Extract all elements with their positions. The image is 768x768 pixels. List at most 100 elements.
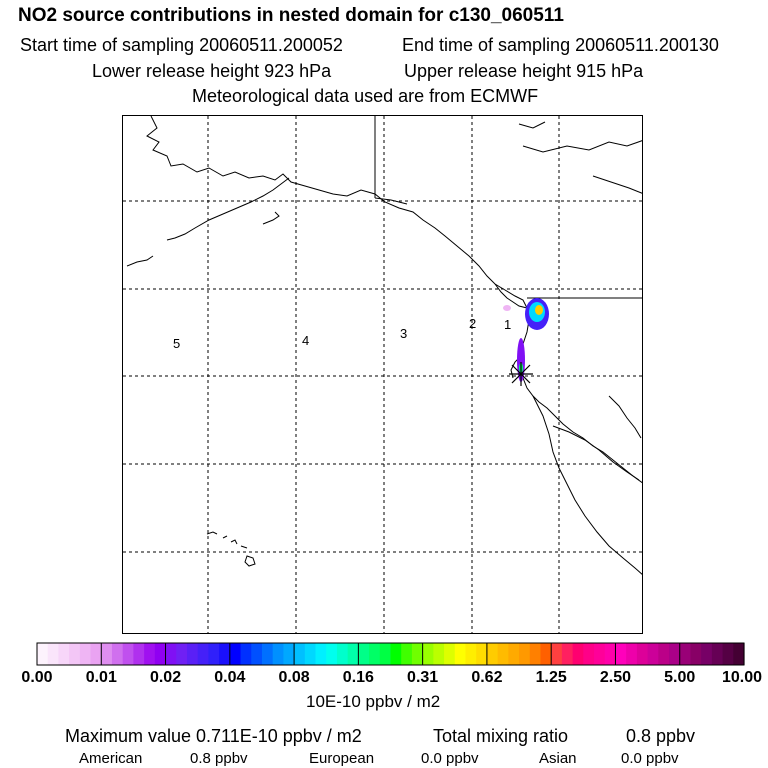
colorbar-swatch (283, 643, 295, 665)
colorbar-swatch (433, 643, 445, 665)
map-canvas: 5 4 3 2 1 (123, 116, 642, 633)
colorbar-swatch (165, 643, 177, 665)
colorbar-swatch (411, 643, 424, 665)
region-label-2: 2 (469, 316, 476, 331)
colorbar-swatch (122, 643, 135, 665)
upper-release-height: Upper release height 915 hPa (404, 61, 644, 81)
colorbar-swatch (379, 643, 392, 665)
colorbar-swatch (454, 643, 467, 665)
colorbar-swatch (540, 643, 552, 665)
colorbar-swatch (186, 643, 199, 665)
colorbar-swatch (583, 643, 595, 665)
colorbar-swatch (401, 643, 413, 665)
asian-value: 0.0 ppbv (621, 750, 679, 767)
region-label-5: 5 (173, 336, 180, 351)
colorbar-swatch (326, 643, 338, 665)
hawaii-islands (206, 531, 256, 567)
colorbar-swatch (101, 643, 113, 665)
colorbar-swatch (422, 643, 434, 665)
colorbar-swatch (594, 643, 606, 665)
colorbar-swatch (486, 643, 499, 665)
total-mixing-label: Total mixing ratio (433, 726, 569, 746)
plume-south-coast-fringe (517, 338, 525, 382)
plume-north-coast (535, 305, 543, 315)
colorbar-swatch (133, 643, 145, 665)
colorbar-tick-label: 0.01 (85, 669, 117, 686)
colorbar-tick-label: 0.04 (214, 669, 246, 686)
colorbar-swatch (465, 643, 477, 665)
american-label: American (79, 750, 143, 767)
start-time: Start time of sampling 20060511.200052 (20, 35, 343, 55)
european-value: 0.0 ppbv (421, 750, 479, 767)
colorbar-tick-label: 1.25 (535, 669, 567, 686)
region-labels: 5 4 3 2 1 (173, 316, 511, 351)
colorbar-swatch (79, 643, 92, 665)
colorbar-swatch (144, 643, 156, 665)
colorbar-swatch (551, 643, 563, 665)
colorbar-tick-label: 0.62 (471, 669, 503, 686)
colorbar-tick-label: 10.00 (721, 669, 763, 686)
colorbar-swatch (572, 643, 584, 665)
region-label-3: 3 (400, 326, 407, 341)
colorbar-swatch (561, 643, 574, 665)
plume-offshore-patch (503, 305, 511, 311)
met-data-source: Meteorological data used are from ECMWF (192, 86, 539, 106)
colorbar-swatch (658, 643, 670, 665)
colorbar-swatch (294, 643, 306, 665)
colorbar-swatch (369, 643, 381, 665)
colorbar-tick-label: 2.50 (599, 669, 632, 686)
colorbar-swatch (669, 643, 681, 665)
colorbar-swatch (701, 643, 713, 665)
lower-release-height: Lower release height 923 hPa (92, 61, 332, 81)
map-gridlines (123, 116, 642, 633)
release-point-icon (509, 362, 533, 386)
colorbar-swatch (476, 643, 488, 665)
colorbar-swatch (69, 643, 81, 665)
colorbar-swatch (176, 643, 188, 665)
colorbar-swatch (358, 643, 370, 665)
colorbar-swatch (347, 643, 359, 665)
end-time: End time of sampling 20060511.200130 (402, 35, 719, 55)
colorbar-swatch (208, 643, 220, 665)
colorbar-swatch (497, 643, 509, 665)
colorbar-swatch (240, 643, 252, 665)
colorbar-swatch (304, 643, 317, 665)
colorbar-swatch (251, 643, 263, 665)
colorbar-swatch (37, 643, 49, 665)
max-value: Maximum value 0.711E-10 ppbv / m2 (65, 726, 362, 746)
colorbar-swatch (679, 643, 692, 665)
colorbar-swatch (58, 643, 70, 665)
colorbar-swatch (636, 643, 649, 665)
colorbar-tick-label: 0.31 (407, 669, 439, 686)
colorbar-tick-label: 5.00 (664, 669, 696, 686)
colorbar-swatch (626, 643, 638, 665)
colorbar-dividers (100, 643, 681, 665)
colorbar-swatch (315, 643, 327, 665)
total-mixing-value: 0.8 ppbv (626, 726, 696, 746)
american-value: 0.8 ppbv (190, 750, 248, 767)
colorbar-swatch (508, 643, 520, 665)
european-label: European (309, 750, 375, 767)
map-panel: 5 4 3 2 1 (122, 115, 643, 634)
colorbar-swatch (733, 643, 745, 665)
colorbar-swatch (390, 643, 402, 665)
colorbar-swatch (47, 643, 60, 665)
colorbar-border (36, 642, 745, 666)
colorbar-tick-label: 0.16 (342, 669, 374, 686)
colorbar-tick-label: 0.02 (149, 669, 182, 686)
colorbar-tick-label: 0.00 (21, 669, 53, 686)
chart-title: NO2 source contributions in nested domai… (18, 5, 564, 26)
colorbar-units: 10E-10 ppbv / m2 (306, 692, 441, 711)
colorbar-swatch (519, 643, 531, 665)
colorbar-swatch (261, 643, 274, 665)
colorbar-swatch (604, 643, 617, 665)
colorbar-swatch (272, 643, 284, 665)
coastlines (126, 116, 642, 575)
colorbar-swatch (111, 643, 124, 665)
region-label-4: 4 (302, 333, 309, 348)
colorbar-swatch (154, 643, 167, 665)
colorbar-swatch (711, 643, 724, 665)
colorbar-tick-label: 0.08 (278, 669, 310, 686)
colorbar-swatch (722, 643, 734, 665)
colorbar-swatch (336, 643, 349, 665)
